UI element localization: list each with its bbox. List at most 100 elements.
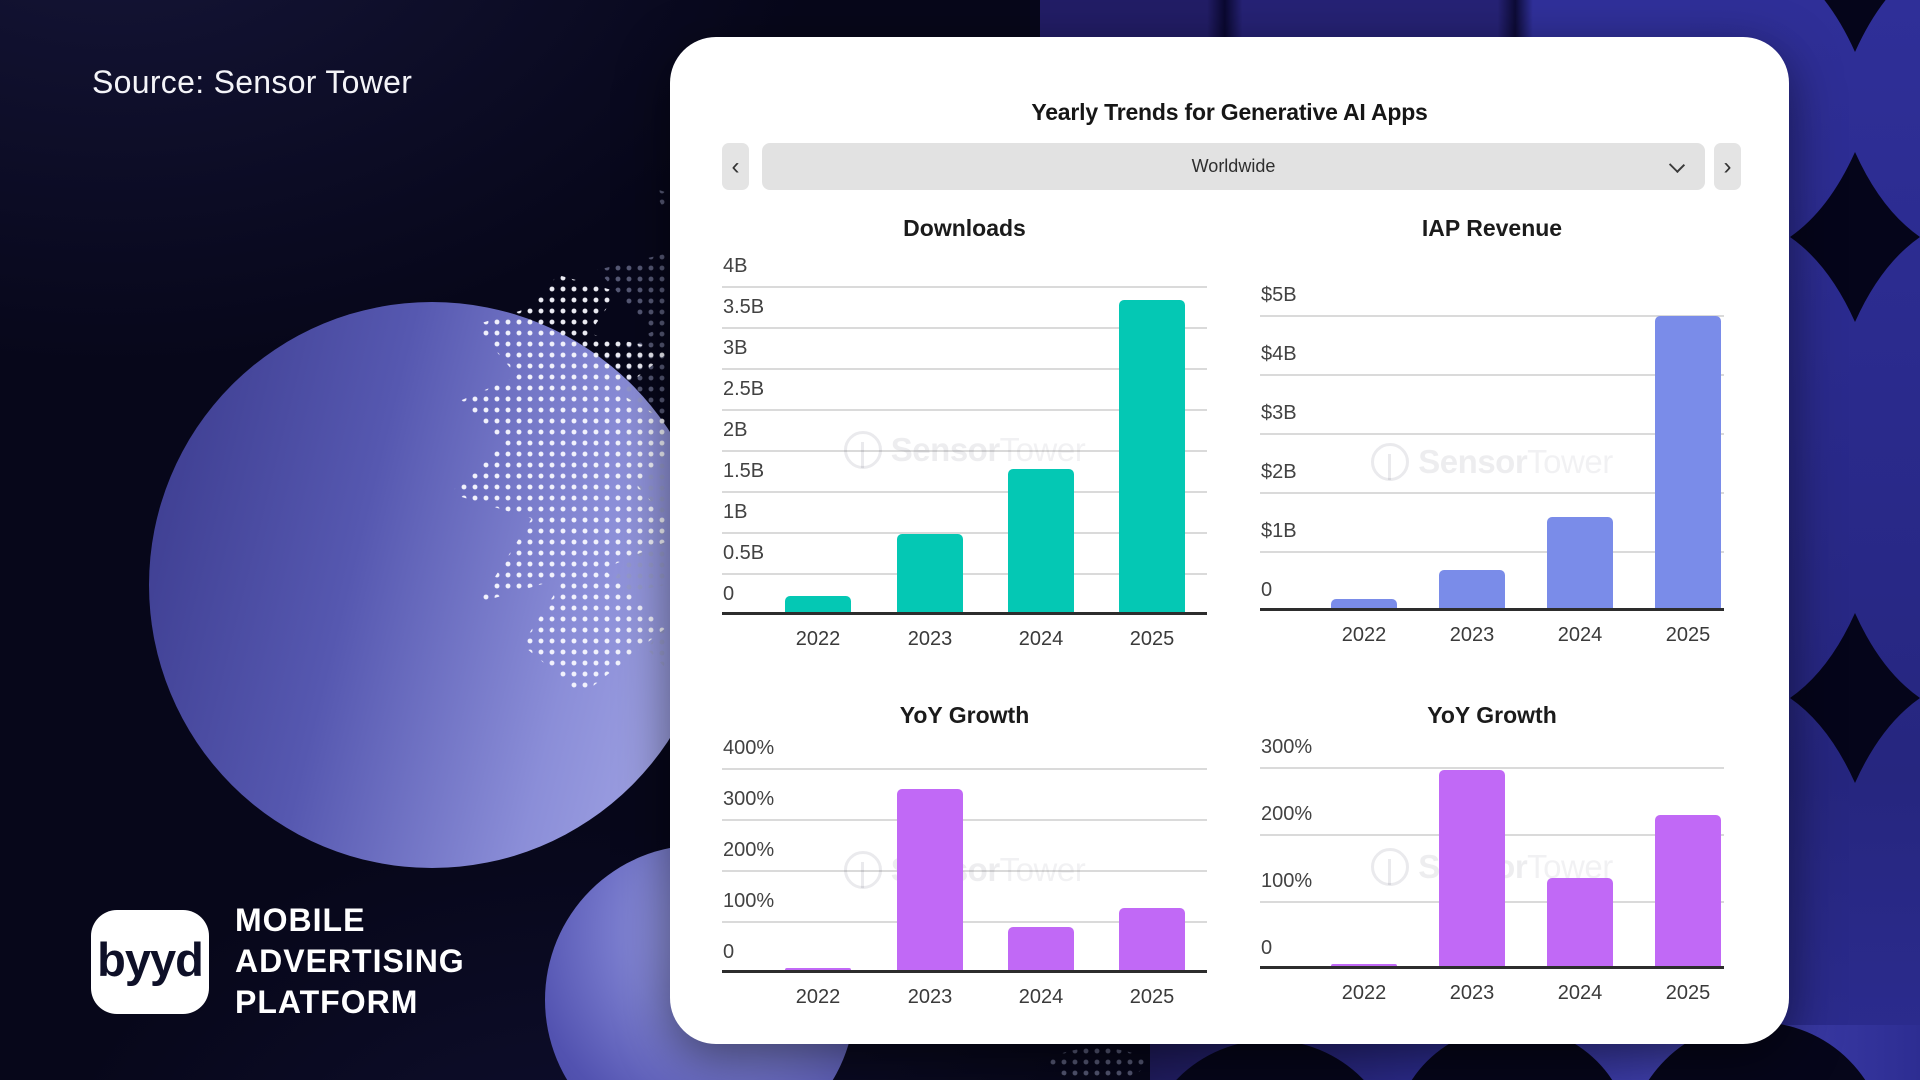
x-tick-label: 2025 (1129, 986, 1175, 1008)
gridline (1260, 433, 1724, 435)
bar-2024 (1547, 878, 1613, 966)
gridline (1260, 374, 1724, 376)
y-tick-label: 0 (723, 583, 735, 605)
region-select-value: Worldwide (1191, 156, 1276, 176)
bar-2025 (1119, 300, 1185, 612)
y-tick-label: 0 (1261, 579, 1273, 601)
bar-2024 (1547, 516, 1613, 608)
x-tick-label: 2024 (1018, 986, 1064, 1008)
x-tick-label: 2022 (1341, 982, 1387, 1004)
y-tick-label: 0 (723, 941, 735, 963)
x-tick-label: 2025 (1665, 982, 1711, 1004)
sensor-tower-logo-icon (1371, 443, 1410, 481)
y-tick-label: 1B (723, 501, 748, 523)
bar-2023 (897, 788, 963, 970)
byyd-logo: byyd (91, 909, 209, 1014)
bar-2025 (1119, 907, 1185, 970)
plot-area-downloads: 4B 3.5B 3B 2.5B 2B 1.5B 1B 0.5B 0 SensorTower (722, 255, 1207, 615)
gridline (722, 921, 1207, 923)
sensor-tower-logo-icon (1371, 848, 1410, 886)
x-tick-label: 2025 (1129, 628, 1175, 650)
y-tick-label: $2B (1261, 461, 1297, 483)
bar-2023 (1439, 770, 1505, 966)
y-tick-label: 200% (723, 839, 775, 861)
chart-title-yoy-growth: YoY Growth (899, 702, 1030, 728)
prev-region-button[interactable]: ‹ (722, 143, 749, 190)
decorative-star-shape (1790, 613, 1920, 783)
bar-2022 (1331, 964, 1397, 966)
chart-card: Yearly Trends for Generative AI Apps ‹ W… (670, 37, 1789, 1044)
y-tick-label: 100% (723, 890, 775, 912)
bar-2022 (785, 595, 851, 612)
gridline (722, 368, 1207, 370)
chart-title-iap-revenue: IAP Revenue (1421, 215, 1563, 241)
tagline-line: PLATFORM (235, 984, 419, 1020)
x-tick-label: 2024 (1018, 628, 1064, 650)
x-tick-label: 2023 (1449, 624, 1495, 646)
bar-2024 (1008, 927, 1074, 970)
bar-2022 (1331, 599, 1397, 608)
y-tick-label: 100% (1261, 870, 1313, 892)
y-tick-label: $4B (1261, 343, 1297, 365)
gridline (722, 819, 1207, 821)
y-tick-label: 2B (723, 419, 748, 441)
y-tick-label: 4B (723, 255, 748, 277)
gridline (722, 532, 1207, 534)
y-tick-label: 200% (1261, 803, 1313, 825)
y-tick-label: 0.5B (723, 542, 765, 564)
x-tick-label: 2022 (795, 986, 841, 1008)
y-tick-label: 300% (1261, 736, 1313, 758)
gridline (722, 409, 1207, 411)
gridline (722, 870, 1207, 872)
y-tick-label: 3.5B (723, 296, 765, 318)
chart-iap-revenue-1: IAP Revenue $5B $4B $3B $2B $1B 0 SensorTower 20… (1260, 215, 1724, 656)
y-tick-label: 400% (723, 737, 775, 759)
chart-title-downloads: Downloads (903, 215, 1026, 241)
tagline-line: ADVERTISING (235, 943, 465, 979)
chevron-left-icon: ‹ (731, 152, 740, 180)
bar-2023 (1439, 569, 1505, 608)
tagline-line: MOBILE (235, 902, 366, 938)
card-title: Yearly Trends for Generative AI Apps (1031, 99, 1428, 125)
region-select[interactable]: Worldwide (762, 143, 1705, 190)
gridline (1260, 492, 1724, 494)
x-tick-label: 2025 (1665, 624, 1711, 646)
y-tick-label: 0 (1261, 937, 1273, 959)
chevron-right-icon: › (1723, 152, 1732, 180)
x-tick-label: 2023 (1449, 982, 1495, 1004)
gridline (1260, 551, 1724, 553)
decorative-dot-trail (1050, 1048, 1145, 1080)
bar-2024 (1008, 468, 1074, 612)
byyd-logo-text: byyd (97, 933, 204, 986)
bar-2022 (785, 968, 851, 970)
x-tick-label: 2022 (1341, 624, 1387, 646)
next-region-button[interactable]: › (1714, 143, 1741, 190)
y-tick-label: 1.5B (723, 460, 765, 482)
source-label: Source: Sensor Tower (92, 64, 413, 100)
x-tick-label: 2023 (907, 628, 953, 650)
bar-2025 (1655, 315, 1721, 608)
gridline (722, 491, 1207, 493)
chart-downloads-0: Downloads 4B 3.5B 3B 2.5B 2B 1.5B 1B 0.5B 0 Sensor… (722, 215, 1207, 660)
chart-title-yoy-growth: YoY Growth (1427, 702, 1557, 728)
gridline (722, 327, 1207, 329)
y-tick-label: $1B (1261, 520, 1297, 542)
chevron-down-icon (1668, 156, 1686, 174)
chart-yoy-growth-3: YoY Growth300%200%100%0SensorTower202220… (1260, 702, 1724, 1014)
y-tick-label: 2.5B (723, 378, 765, 400)
brand-tagline: MOBILE ADVERTISING PLATFORM (235, 900, 465, 1023)
gridline (1260, 767, 1724, 769)
x-tick-label: 2024 (1557, 624, 1603, 646)
gridline (722, 768, 1207, 770)
plot-area-iap-revenue: $5B $4B $3B $2B $1B 0 SensorTower (1260, 284, 1724, 611)
gridline (722, 286, 1207, 288)
gridline (722, 573, 1207, 575)
decorative-star-shape (1790, 152, 1920, 322)
watermark-text: SensorTower (1418, 443, 1613, 480)
y-tick-label: 3B (723, 337, 748, 359)
gridline (1260, 315, 1724, 317)
brand-lockup: byyd MOBILE ADVERTISING PLATFORM (91, 900, 465, 1023)
x-tick-label: 2023 (907, 986, 953, 1008)
